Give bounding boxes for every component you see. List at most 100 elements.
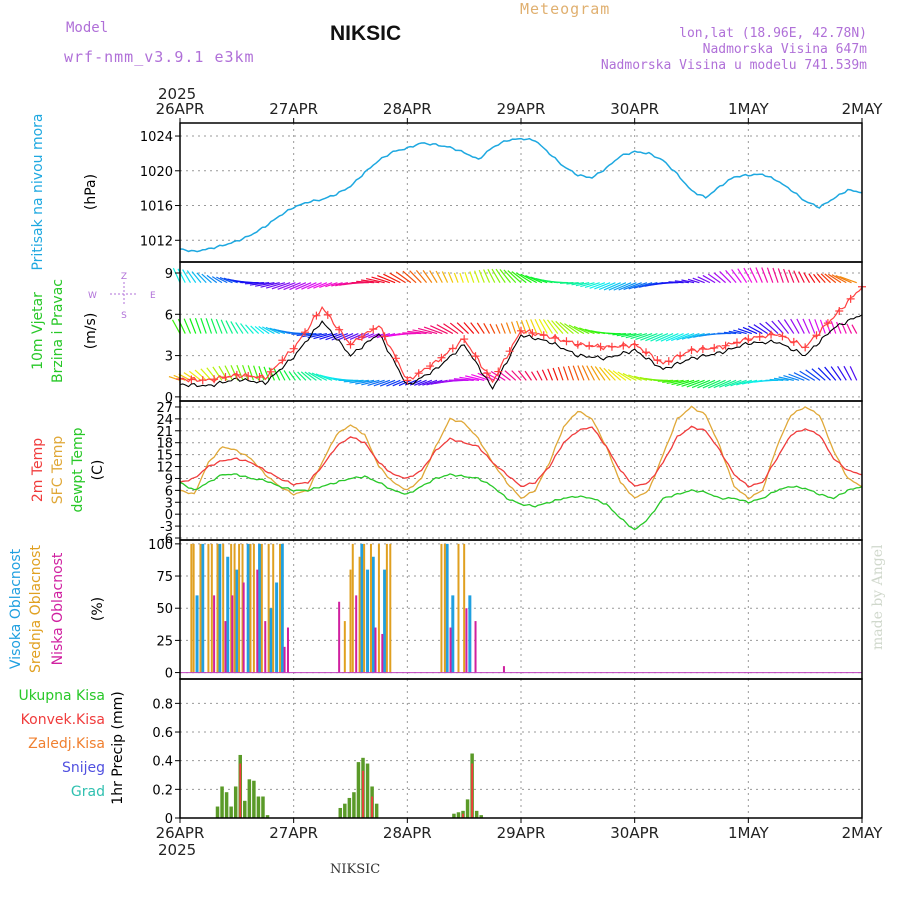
wind-barb: [613, 282, 632, 291]
wind-barb: [736, 379, 753, 386]
wind-unit: (m/s): [83, 313, 99, 350]
wind-barb: [395, 271, 412, 284]
wind-barb: [247, 365, 255, 381]
wind-barb: [373, 379, 391, 387]
wind-barb: [201, 273, 212, 284]
y-tick-label: 0: [165, 508, 173, 523]
wind-barb: [798, 271, 805, 283]
credit-text: made by Angel: [870, 544, 886, 651]
total-precip-bar: [233, 786, 238, 818]
wind-barb: [824, 273, 837, 284]
wind-barb: [262, 326, 275, 335]
sfc-temp-line: [179, 405, 863, 500]
wind-barb: [355, 379, 375, 385]
wind-barb: [723, 331, 737, 335]
wind-barb: [547, 368, 554, 381]
pressure-unit: (hPa): [83, 174, 99, 210]
wind-barb: [676, 379, 695, 387]
wind-barb: [692, 277, 705, 284]
wind-gust-marker: [664, 357, 673, 366]
wind-barb: [260, 282, 280, 288]
wind-barb: [407, 330, 427, 335]
wind-barb: [386, 379, 401, 387]
wind-barb: [216, 276, 228, 284]
wind-barb: [566, 282, 579, 285]
precip-legend-item: Snijeg: [62, 760, 105, 776]
wind-gust-marker: [755, 332, 764, 341]
wind-barb: [835, 275, 852, 284]
wind-barb: [220, 319, 228, 334]
wind-barb: [295, 282, 312, 291]
precip-legend-item: Konvek.Kisa: [21, 712, 105, 728]
wind-barb: [665, 333, 684, 342]
wind-gust-marker: [221, 373, 230, 382]
wind-barb: [449, 322, 464, 335]
total-precip-bar: [356, 762, 361, 818]
total-precip-bar: [338, 807, 343, 818]
wind-barb: [603, 282, 621, 291]
wind-barb: [783, 319, 795, 334]
temp-unit: (C): [90, 460, 106, 481]
wind-barb: [470, 322, 480, 334]
wind-gust-marker: [198, 376, 207, 385]
wind-barb: [730, 379, 747, 387]
total-precip-bar: [256, 796, 261, 818]
wind-barb: [599, 366, 611, 381]
wind-barb: [504, 370, 517, 381]
wind-barb: [713, 272, 726, 284]
wind-barb: [500, 323, 506, 334]
wind-barb: [579, 327, 595, 335]
wind-barb: [177, 268, 186, 283]
wind-gust-marker: [301, 328, 310, 337]
wind-barb: [211, 276, 223, 284]
wind-barb: [245, 324, 254, 334]
wind-barb: [541, 369, 548, 381]
wind-barb: [828, 273, 842, 284]
wind-barb: [196, 272, 207, 284]
wind-barb: [206, 274, 218, 284]
wind-gust-marker: [551, 333, 560, 342]
y-tick-label: 3: [165, 496, 173, 511]
wind-barb: [674, 280, 689, 284]
wind-barb: [640, 333, 658, 341]
precip-unit: 1hr Precip (mm): [110, 691, 126, 804]
wind-barb: [743, 267, 753, 283]
wind-gust-marker: [232, 370, 241, 379]
wind-barb: [660, 333, 679, 342]
wind-barb: [398, 379, 412, 387]
x-label-bottom: 29APR: [497, 824, 546, 842]
wind-barb: [573, 325, 590, 335]
wind-barb: [258, 366, 265, 381]
wind-barb: [707, 273, 721, 284]
wind-barb: [808, 273, 816, 283]
wind-barb: [811, 368, 826, 381]
y-tick-label: 1024: [140, 130, 173, 145]
wind-barb: [447, 271, 454, 283]
wind-barb: [258, 326, 270, 335]
wind-barb: [478, 269, 485, 283]
wind-barb: [376, 332, 391, 339]
wind-barb: [456, 322, 469, 334]
x-label-top: 29APR: [497, 100, 546, 118]
wind-barb: [662, 379, 679, 383]
pressure-title: Pritisak na nivou mora: [30, 113, 46, 270]
wind-barb: [343, 379, 364, 383]
wind-barb: [507, 270, 522, 284]
wind-gust-marker: [210, 375, 219, 384]
wind-barb: [483, 269, 491, 283]
wind-barb: [584, 282, 600, 289]
wind-gust-marker: [596, 342, 605, 351]
wind-gust-marker: [357, 332, 366, 341]
wind-barb: [594, 282, 611, 290]
total-precip-bar: [365, 763, 370, 818]
x-label-bottom: 28APR: [383, 824, 432, 842]
wind-barb: [441, 271, 449, 283]
wind-barb: [331, 282, 343, 287]
wind-barb: [525, 275, 543, 284]
wind-barb: [325, 282, 338, 288]
wind-barb: [443, 323, 459, 335]
wind-barb: [308, 371, 322, 381]
wind-gust-marker: [585, 341, 594, 350]
wind-barb: [808, 318, 816, 334]
